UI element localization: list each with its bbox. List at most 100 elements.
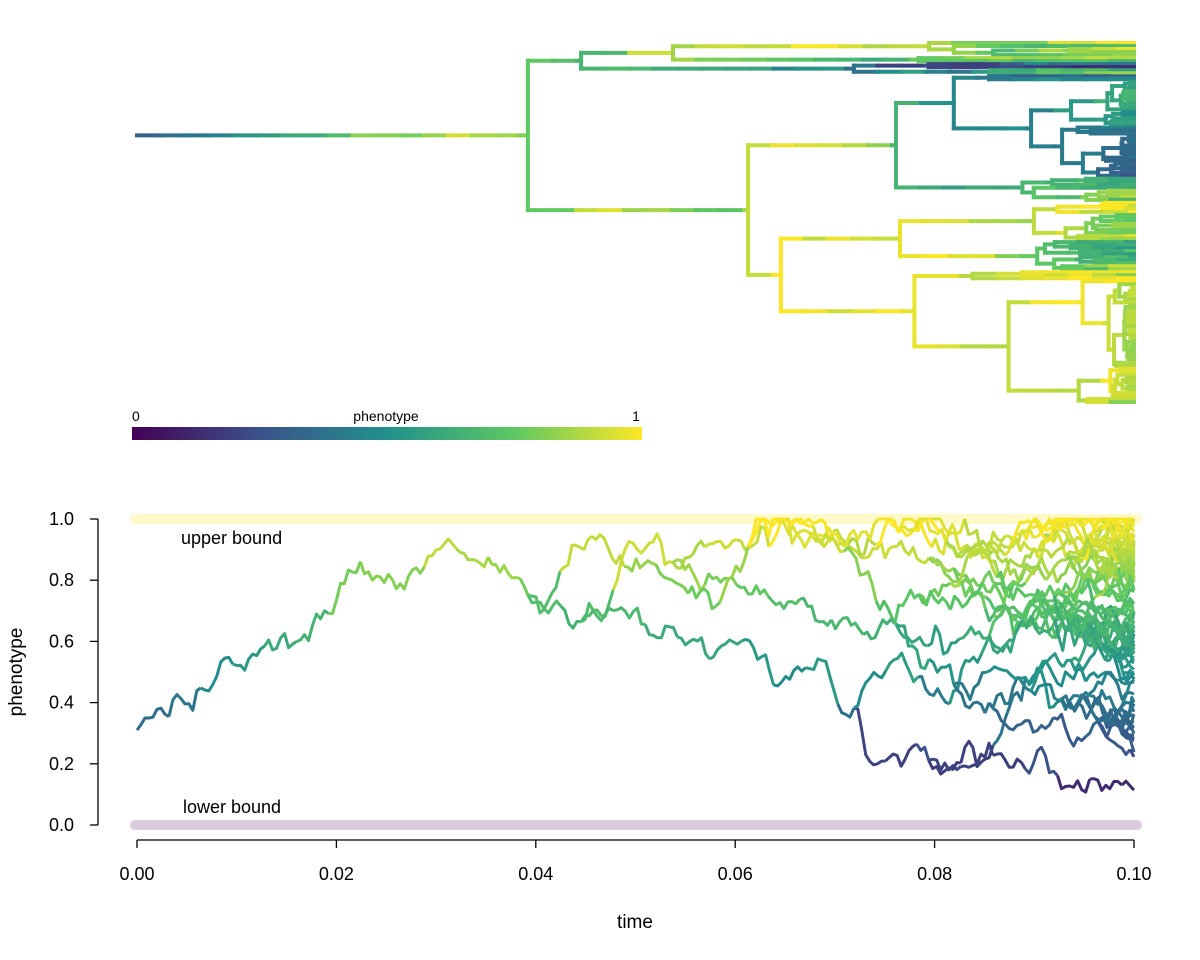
- traitgram-branch-segment: [1030, 682, 1063, 702]
- x-tick-label: 0.04: [518, 864, 553, 884]
- traitgram-branch-segment: [135, 706, 170, 731]
- traitgram-branch-segment: [1117, 561, 1136, 581]
- traitgram-branch-segment: [1121, 671, 1136, 683]
- traitgram-branch-segment: [654, 563, 690, 595]
- traitgram-branch-segment: [1044, 608, 1078, 637]
- traitgram-branch-segment: [864, 541, 898, 560]
- traitgram-branch-segment: [1008, 537, 1040, 553]
- traitgram-branch-segment: [989, 619, 1024, 654]
- traitgram-branch-segment: [844, 518, 880, 548]
- y-tick-label: 0.8: [49, 570, 74, 590]
- traitgram-branch-segment: [1052, 594, 1081, 632]
- traitgram-branch-segment: [805, 657, 840, 705]
- traitgram-branch-segment: [773, 665, 807, 688]
- traitgram-branch-segment: [296, 609, 330, 643]
- traitgram-branch-segment: [895, 539, 931, 565]
- traitgram-branch-segment: [915, 743, 931, 761]
- traitgram-branch-segment: [263, 632, 298, 652]
- traitgram-branch-segment: [1061, 553, 1096, 596]
- x-tick-label: 0.00: [119, 864, 154, 884]
- traitgram-branch-segment: [987, 701, 1022, 732]
- traitgram-branch-segment: [1069, 642, 1104, 672]
- y-ticks: 0.0 0.2 0.4 0.6 0.8 1.0: [49, 509, 98, 835]
- traitgram-branch-segment: [735, 583, 770, 597]
- traitgram-branch-segment: [1061, 694, 1080, 711]
- traitgram-branch-segment: [200, 655, 234, 693]
- y-axis-title: phenotype: [6, 628, 27, 717]
- traitgram-branch-segment: [1060, 695, 1085, 713]
- traitgram-branch-segment: [853, 706, 886, 767]
- traitgram-branch-segment: [1052, 667, 1088, 688]
- traitgram-branch-segment: [1056, 774, 1092, 794]
- traitgram-branch-segment: [952, 683, 987, 714]
- x-axis: 0.00 0.02 0.04 0.06 0.08 0.10 time: [119, 839, 1152, 933]
- traitgram-branch-segment: [928, 757, 962, 772]
- traitgram-branch-segment: [995, 570, 1030, 601]
- traitgram-branch-segment: [591, 533, 626, 567]
- y-tick-label: 0.6: [49, 631, 74, 651]
- traitgram-lines: [135, 517, 1136, 794]
- traitgram-branch-segment: [1069, 627, 1104, 648]
- traitgram-branch-segment: [612, 606, 646, 626]
- traitgram-branch-segment: [1060, 592, 1096, 617]
- traitgram-branch-segment: [527, 570, 562, 615]
- traitgram-branch-segment: [1128, 748, 1136, 758]
- traitgram-branch-segment: [1035, 584, 1056, 600]
- traitgram-branch-segment: [949, 539, 984, 588]
- traitgram-branch-segment: [643, 532, 674, 566]
- traitgram-branch-segment: [884, 742, 918, 768]
- traitgram-branch-segment: [1120, 720, 1125, 725]
- traitgram-branch-segment: [1122, 728, 1135, 743]
- traitgram-branch-segment: [1116, 567, 1136, 595]
- traitgram-branch-segment: [799, 596, 833, 627]
- traitgram-branch-segment: [1070, 517, 1084, 528]
- traitgram-branch-segment: [232, 644, 266, 672]
- traitgram-branch-segment: [944, 541, 978, 559]
- traitgram-branch-segment: [1108, 670, 1135, 701]
- traitgram-branch-segment: [987, 676, 1022, 709]
- traitgram-branch-segment: [985, 665, 1020, 680]
- traitgram-branch-segment: [1100, 587, 1135, 608]
- y-tick-label: 0.4: [49, 693, 74, 713]
- traitgram-branch-segment: [518, 577, 530, 596]
- traitgram-branch-segment: [1052, 576, 1088, 609]
- traitgram-branch-segment: [930, 531, 964, 556]
- traitgram-branch-segment: [358, 561, 394, 584]
- traitgram-branch-segment: [927, 759, 962, 776]
- colorbar-min-label: 0: [132, 408, 140, 424]
- traitgram-branch-segment: [167, 686, 202, 718]
- traitgram-branch-segment: [1007, 517, 1041, 549]
- traitgram-branch-segment: [1044, 554, 1079, 581]
- traitgram-branch-segment: [862, 617, 896, 641]
- colorbar-gradient: [132, 427, 642, 440]
- traitgram-branch-segment: [932, 517, 967, 536]
- traitgram-branch-segment: [1086, 533, 1120, 564]
- traitgram-branch-segment: [1028, 593, 1039, 600]
- traitgram-branch-segment: [1053, 517, 1087, 530]
- traitgram-branch-segment: [926, 624, 961, 656]
- traitgram-branch-segment: [1096, 720, 1132, 756]
- traitgram-branch-segment: [1056, 578, 1092, 602]
- traitgram-branch-segment: [909, 527, 916, 535]
- colorbar-title: phenotype: [353, 408, 419, 424]
- traitgram-branch-segment: [1055, 562, 1071, 584]
- traitgram-branch-segment: [843, 546, 878, 602]
- traitgram-branch-segment: [1053, 519, 1088, 548]
- traitgram-branch-segment: [959, 739, 995, 769]
- traitgram-branch-segment: [811, 526, 845, 545]
- traitgram-branch-segment: [623, 557, 657, 573]
- traitgram-branch-segment: [913, 517, 948, 543]
- traitgram-branch-segment: [1128, 553, 1136, 561]
- traitgram-branch-segment: [1053, 618, 1071, 652]
- traitgram-branch-segment: [917, 581, 952, 605]
- traitgram-branch-segment: [1081, 517, 1115, 528]
- traitgram-branch-segment: [992, 752, 1027, 770]
- traitgram-branch-segment: [983, 608, 995, 623]
- traitgram-branch-segment: [983, 702, 991, 714]
- traitgram-branch-segment: [928, 657, 956, 685]
- traitgram-branch-segment: [558, 535, 593, 573]
- traitgram-branch-segment: [1024, 745, 1059, 777]
- tree-panel: [135, 41, 1136, 404]
- traitgram-branch-segment: [811, 525, 847, 549]
